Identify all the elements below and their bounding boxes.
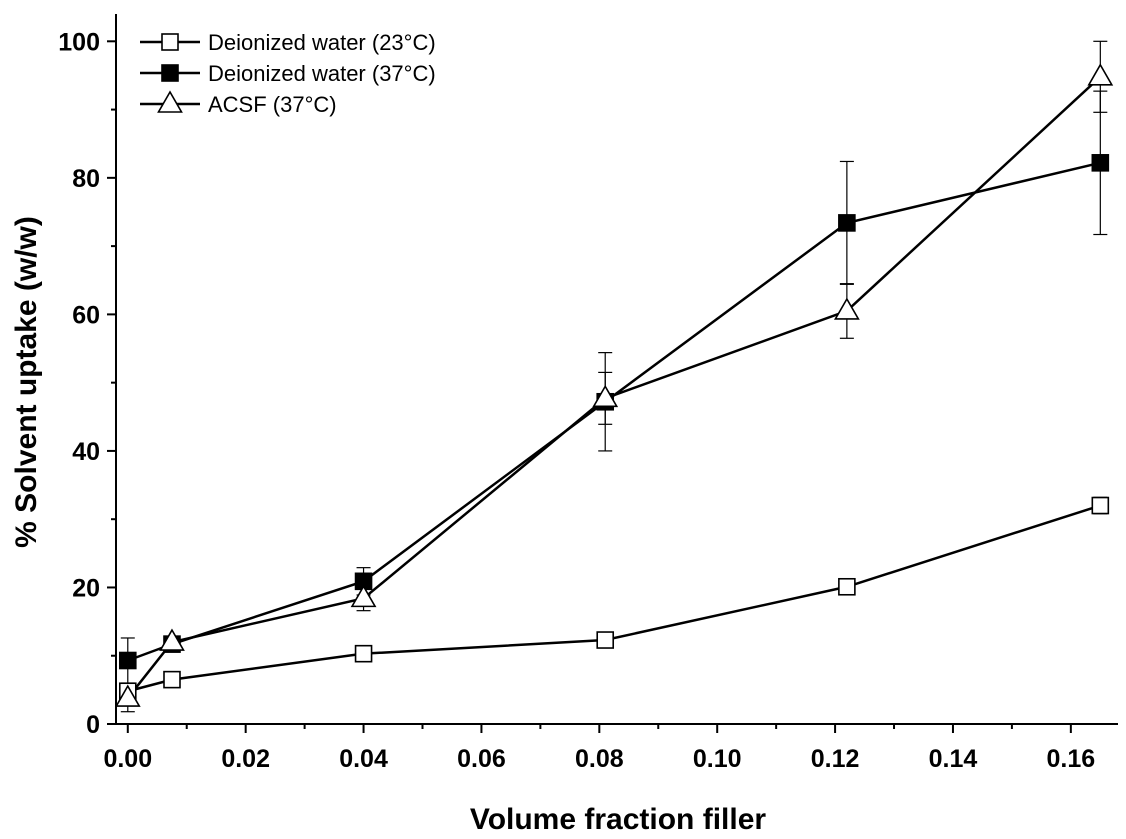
legend-marker: [157, 90, 183, 113]
x-axis-title: Volume fraction filler: [470, 803, 766, 836]
series-1-point: [838, 577, 856, 596]
x-tick-label: 0.04: [339, 745, 388, 773]
y-tick-label: 60: [72, 301, 100, 329]
series-3-line: [126, 75, 1102, 699]
series-2-point: [1091, 154, 1110, 172]
y-ticks: 0 20 40 60 80 100: [58, 28, 116, 739]
legend: Deionized water (23°C) Deionized water (3…: [140, 30, 436, 117]
y-tick-label: 100: [58, 28, 100, 56]
legend-label: Deionized water (23°C): [208, 30, 436, 55]
series-lines: [126, 75, 1102, 699]
series-2-point: [838, 214, 856, 232]
series-2-point: [118, 651, 137, 670]
series-1-point: [1091, 496, 1110, 515]
series-3-point: [1087, 63, 1114, 86]
x-tick-label: 0.00: [103, 745, 152, 773]
series-1-line: [127, 504, 1101, 693]
x-tick-label: 0.08: [575, 745, 624, 773]
series-1-point: [163, 670, 181, 689]
axes: [115, 14, 1118, 725]
legend-marker: [161, 33, 179, 51]
x-tick-label: 0.12: [811, 745, 860, 773]
x-tick-label: 0.10: [693, 745, 742, 773]
y-tick-label: 80: [72, 165, 100, 193]
y-axis-title: % Solvent uptake (w/w): [10, 216, 43, 548]
series-2-line: [127, 161, 1101, 662]
series-3-point: [592, 384, 619, 408]
legend-marker: [161, 64, 179, 82]
x-tick-label: 0.02: [221, 745, 270, 773]
y-tick-label: 40: [72, 438, 100, 466]
y-tick-label: 0: [86, 711, 100, 739]
series-3-point: [833, 297, 860, 320]
series-markers: [114, 63, 1114, 707]
x-tick-label: 0.14: [929, 745, 978, 773]
legend-label: ACSF (37°C): [208, 92, 337, 117]
series-3-point: [350, 584, 377, 608]
x-ticks: 0.00 0.02 0.04 0.06 0.08 0.10 0.12 0.14 0.16: [103, 724, 1095, 773]
series-3-point: [114, 684, 141, 707]
x-tick-label: 0.16: [1047, 745, 1096, 773]
series-1-point: [596, 631, 615, 649]
series-3-point: [159, 628, 185, 651]
y-tick-label: 20: [72, 574, 100, 602]
series-1-point: [354, 644, 373, 663]
legend-label: Deionized water (37°C): [208, 61, 436, 86]
x-tick-label: 0.06: [457, 745, 506, 773]
